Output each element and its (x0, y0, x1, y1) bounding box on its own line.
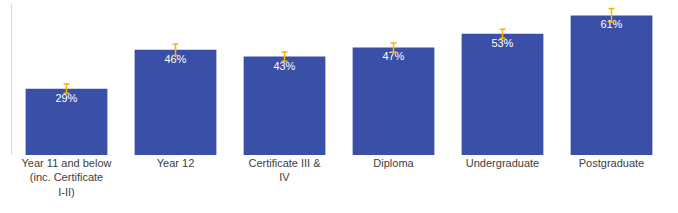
svg-text:Undergraduate: Undergraduate (466, 157, 539, 169)
svg-text:Year 12: Year 12 (157, 157, 195, 169)
svg-text:Certificate III &IV: Certificate III &IV (248, 157, 321, 183)
svg-text:53%: 53% (491, 37, 513, 49)
svg-text:61%: 61% (600, 18, 622, 30)
svg-text:46%: 46% (164, 53, 186, 65)
svg-text:Postgraduate: Postgraduate (579, 157, 644, 169)
svg-text:43%: 43% (273, 60, 295, 72)
svg-text:Diploma: Diploma (373, 157, 414, 169)
svg-text:Year 11 and below(inc. Certifi: Year 11 and below(inc. CertificateI-II) (22, 157, 112, 198)
svg-text:47%: 47% (382, 50, 404, 62)
svg-text:29%: 29% (55, 92, 77, 104)
